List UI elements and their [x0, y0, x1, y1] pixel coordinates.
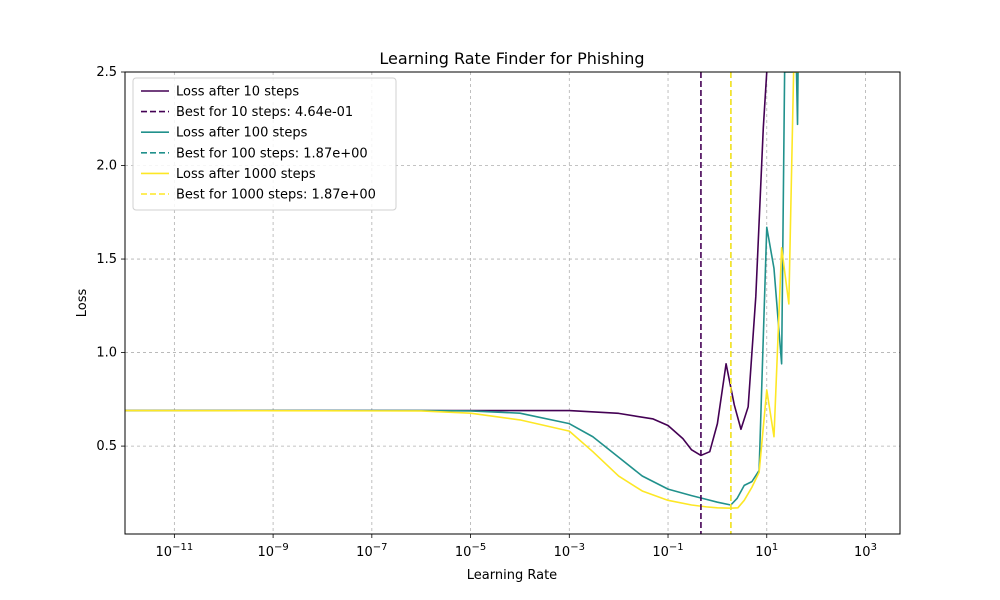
- y-axis-ticks: 0.5 1.0 1.5 2.0 2.5: [96, 65, 125, 454]
- x-tick-label: 101: [755, 542, 778, 560]
- x-axis-label: Learning Rate: [467, 568, 557, 583]
- x-tick-label: 10−11: [156, 542, 194, 560]
- legend-label: Loss after 10 steps: [176, 85, 299, 100]
- legend-label: Loss after 100 steps: [176, 126, 308, 141]
- legend: Loss after 10 steps Best for 10 steps: 4.…: [132, 77, 397, 211]
- y-tick-label: 2.0: [96, 159, 117, 174]
- x-tick-label: 10−7: [356, 542, 387, 560]
- series-line: [125, 72, 768, 457]
- x-tick-label: 10−1: [652, 542, 683, 560]
- series-line: [125, 72, 799, 506]
- x-tick-label: 10−9: [257, 542, 288, 560]
- y-tick-label: 1.0: [96, 346, 117, 361]
- chart-title: Learning Rate Finder for Phishing: [379, 49, 644, 68]
- x-axis-ticks: 10−11 10−9 10−7 10−5 10−3 10−1 101 103: [156, 534, 877, 560]
- x-tick-label: 103: [854, 542, 877, 560]
- plot-frame: [124, 71, 901, 535]
- data-series: [125, 72, 800, 509]
- y-tick-label: 1.5: [96, 252, 117, 267]
- x-tick-label: 10−3: [554, 542, 585, 560]
- legend-label: Best for 100 steps: 1.87e+00: [176, 146, 368, 161]
- y-axis-label: Loss: [75, 289, 90, 318]
- legend-label: Best for 1000 steps: 1.87e+00: [176, 188, 376, 203]
- y-tick-label: 0.5: [96, 439, 117, 454]
- grid-lines: [125, 71, 900, 534]
- x-tick-label: 10−5: [455, 542, 486, 560]
- best-lr-lines: [700, 72, 732, 534]
- y-tick-label: 2.5: [96, 65, 117, 80]
- legend-box: [132, 77, 397, 211]
- legend-label: Best for 10 steps: 4.64e-01: [176, 105, 353, 120]
- legend-label: Loss after 1000 steps: [176, 167, 316, 182]
- series-line: [125, 72, 800, 509]
